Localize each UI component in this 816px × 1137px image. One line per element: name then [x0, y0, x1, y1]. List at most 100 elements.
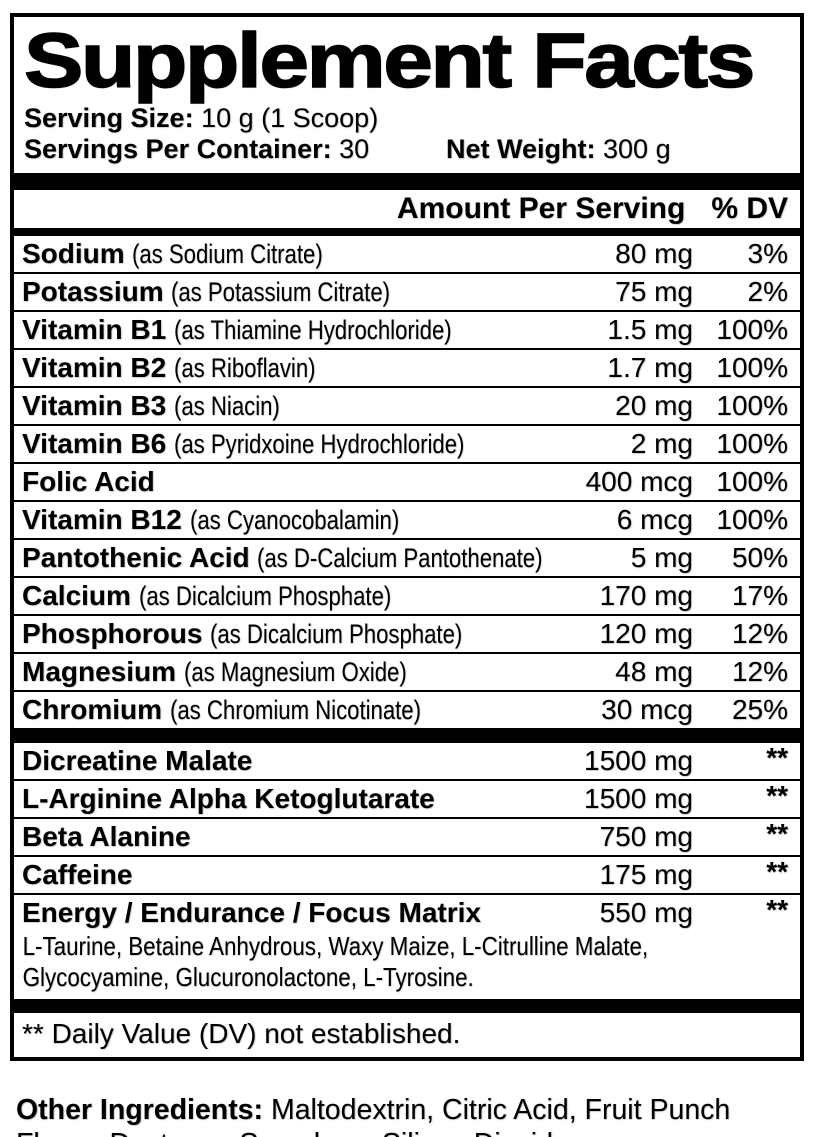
nutrient-name: Magnesium [22, 656, 177, 687]
blend-dv-asterisks: ** [766, 894, 788, 925]
nutrient-table: Sodium (as Sodium Citrate) 80 mg 3% Pota… [14, 236, 800, 728]
nutrient-name-cell: Magnesium (as Magnesium Oxide) [22, 656, 543, 688]
nutrient-amount: 120 mg [599, 618, 693, 649]
nutrient-dv: 100% [716, 352, 788, 383]
blend-row: L-Arginine Alpha Ketoglutarate 1500 mg *… [14, 781, 800, 817]
nutrient-source-detail: (as Cyanocobalamin) [189, 505, 399, 535]
nutrient-dv: 17% [731, 580, 788, 611]
blend-name: Energy / Endurance / Focus Matrix [22, 897, 482, 928]
serving-size-line: Serving Size: 10 g (1 Scoop) [24, 103, 800, 134]
nutrient-name-cell: Folic Acid [22, 466, 543, 498]
nutrient-row: Vitamin B2 (as Riboflavin) 1.7 mg 100% [14, 348, 800, 386]
blend-row: Beta Alanine 750 mg ** [14, 819, 800, 855]
blend-row: Caffeine 175 mg ** [14, 857, 800, 893]
nutrient-source-detail: (as Thiamine Hydrochloride) [173, 315, 452, 345]
nutrient-dv: 12% [731, 618, 788, 649]
nutrient-name-cell: Vitamin B1 (as Thiamine Hydrochloride) [22, 314, 543, 346]
nutrient-dv: 100% [716, 390, 788, 421]
blend-sub-ingredients: L-Taurine, Betaine Anhydrous, Waxy Maize… [22, 931, 649, 992]
nutrient-name: Sodium [22, 238, 125, 269]
nutrient-amount: 30 mcg [601, 694, 693, 725]
nutrient-source-detail: (as Sodium Citrate) [132, 239, 324, 269]
nutrient-name-cell: Vitamin B6 (as Pyridxoine Hydrochloride) [22, 428, 543, 460]
nutrient-name-cell: Pantothenic Acid (as D-Calcium Pantothen… [22, 542, 543, 574]
nutrient-amount: 1.7 mg [607, 352, 693, 383]
blend-row-block: L-Arginine Alpha Ketoglutarate 1500 mg *… [14, 779, 800, 817]
serving-size-label: Serving Size: [24, 103, 194, 133]
net-weight-label: Net Weight: [446, 134, 596, 164]
nutrient-source-detail: (as Pyridxoine Hydrochloride) [173, 429, 465, 459]
nutrient-source-detail: (as D-Calcium Pantothenate) [257, 543, 543, 573]
servings-per-container-line: Servings Per Container: 30 Net Weight: 3… [24, 134, 800, 165]
blend-dv-asterisks: ** [766, 780, 788, 811]
nutrient-source-detail: (as Potassium Citrate) [171, 277, 391, 307]
blend-row: Dicreatine Malate 1500 mg ** [14, 743, 800, 779]
nutrient-row: Phosphorous (as Dicalcium Phosphate) 120… [14, 614, 800, 652]
nutrient-source-detail: (as Dicalcium Phosphate) [138, 581, 391, 611]
divider-bar-thick-top [14, 173, 800, 190]
divider-bar-mid [14, 728, 800, 743]
nutrient-name: Vitamin B6 [22, 428, 167, 459]
nutrient-name-cell: Vitamin B12 (as Cyanocobalamin) [22, 504, 543, 536]
blend-row-block: Caffeine 175 mg ** [14, 855, 800, 893]
blend-name: Caffeine [22, 859, 133, 890]
net-weight: Net Weight: 300 g [446, 134, 671, 165]
nutrient-row: Vitamin B1 (as Thiamine Hydrochloride) 1… [14, 310, 800, 348]
nutrient-source-detail: (as Niacin) [173, 391, 280, 421]
nutrient-dv: 50% [731, 542, 788, 573]
nutrient-name: Chromium [22, 694, 162, 725]
nutrient-amount: 1.5 mg [607, 314, 693, 345]
nutrient-dv: 100% [716, 314, 788, 345]
nutrient-row: Sodium (as Sodium Citrate) 80 mg 3% [14, 236, 800, 272]
nutrient-amount: 80 mg [615, 238, 693, 269]
nutrient-dv: 100% [716, 466, 788, 497]
servings-per-container-label: Servings Per Container: [24, 134, 332, 164]
nutrient-dv: 2% [747, 276, 788, 307]
supplement-facts-panel: Supplement Facts Serving Size: 10 g (1 S… [10, 13, 804, 1061]
nutrient-name-cell: Phosphorous (as Dicalcium Phosphate) [22, 618, 543, 650]
blend-name: Dicreatine Malate [22, 745, 253, 776]
nutrient-amount: 6 mcg [616, 504, 693, 535]
blend-row-block: Energy / Endurance / Focus Matrix 550 mg… [14, 893, 800, 999]
nutrient-amount: 20 mg [615, 390, 693, 421]
nutrient-name: Potassium [22, 276, 164, 307]
nutrient-row: Vitamin B6 (as Pyridxoine Hydrochloride)… [14, 424, 800, 462]
net-weight-value: 300 g [603, 134, 671, 164]
nutrient-name: Pantothenic Acid [22, 542, 250, 573]
nutrient-amount: 2 mg [630, 428, 693, 459]
nutrient-source-detail: (as Riboflavin) [173, 353, 316, 383]
blend-name: Beta Alanine [22, 821, 191, 852]
blend-dv-asterisks: ** [766, 856, 788, 887]
nutrient-amount: 400 mcg [585, 466, 693, 497]
nutrient-row: Chromium (as Chromium Nicotinate) 30 mcg… [14, 690, 800, 728]
nutrient-name-cell: Potassium (as Potassium Citrate) [22, 276, 543, 308]
nutrient-row: Vitamin B12 (as Cyanocobalamin) 6 mcg 10… [14, 500, 800, 538]
divider-bar-bottom [14, 999, 800, 1013]
nutrient-source-detail: (as Chromium Nicotinate) [169, 695, 421, 725]
nutrient-dv: 25% [731, 694, 788, 725]
nutrient-row: Potassium (as Potassium Citrate) 75 mg 2… [14, 272, 800, 310]
other-ingredients-label: Other Ingredients: [16, 1093, 264, 1126]
blend-row-block: Beta Alanine 750 mg ** [14, 817, 800, 855]
nutrient-amount: 48 mg [615, 656, 693, 687]
dv-footnote: ** Daily Value (DV) not established. [22, 1018, 461, 1049]
nutrient-source-detail: (as Dicalcium Phosphate) [210, 619, 463, 649]
blend-dv-asterisks: ** [766, 742, 788, 773]
nutrient-name-cell: Calcium (as Dicalcium Phosphate) [22, 580, 543, 612]
blend-amount: 1500 mg [584, 783, 693, 814]
nutrient-amount: 5 mg [630, 542, 693, 573]
nutrient-name: Phosphorous [22, 618, 203, 649]
nutrient-name: Vitamin B1 [22, 314, 167, 345]
other-ingredients-value: Maltodextrin, Citric Acid, Fruit Punch F… [16, 1093, 731, 1137]
nutrient-row: Vitamin B3 (as Niacin) 20 mg 100% [14, 386, 800, 424]
nutrient-amount: 75 mg [615, 276, 693, 307]
nutrient-row: Folic Acid 400 mcg 100% [14, 462, 800, 500]
nutrient-source-detail: (as Magnesium Oxide) [183, 657, 407, 687]
panel-title: Supplement Facts [23, 18, 756, 104]
nutrient-name-cell: Sodium (as Sodium Citrate) [22, 238, 543, 270]
amount-per-serving-header: Amount Per Serving [396, 192, 686, 225]
nutrient-name: Calcium [22, 580, 131, 611]
nutrient-dv: 100% [716, 504, 788, 535]
blend-row-block: Dicreatine Malate 1500 mg ** [14, 743, 800, 779]
column-header-row: Amount Per Serving % DV [14, 190, 800, 228]
